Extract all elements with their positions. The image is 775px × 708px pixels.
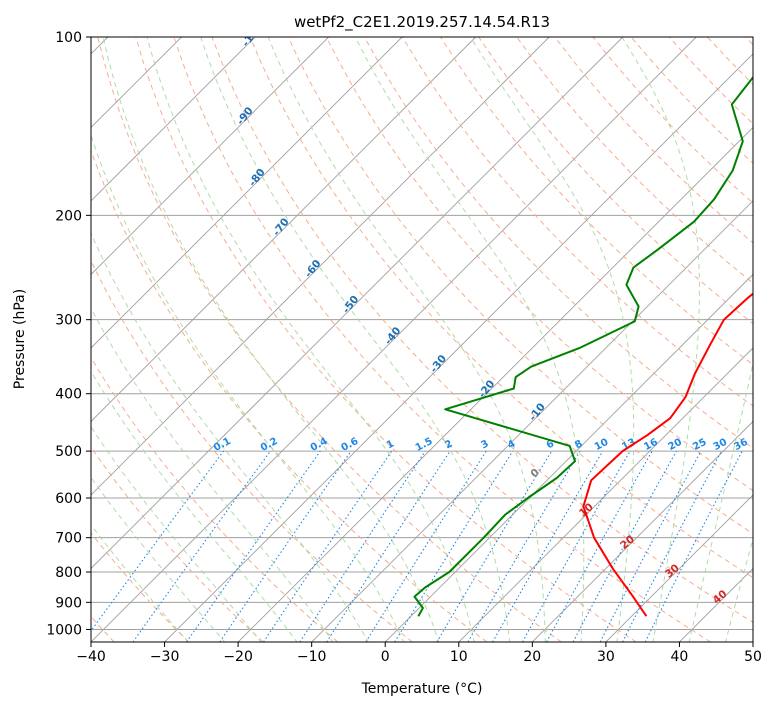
- y-tick-label: 300: [55, 313, 82, 329]
- plot-frame: [90, 36, 754, 643]
- mixing-ratio-line: [394, 450, 514, 642]
- mixing-ratio-label: 1: [385, 438, 396, 451]
- dry-adiabat: [91, 259, 413, 642]
- x-tick-label: −10: [297, 649, 327, 665]
- isotherm-line: [91, 37, 403, 349]
- dry-adiabat: [440, 37, 753, 366]
- moist-adiabat: [267, 37, 546, 642]
- profiles: [413, 75, 753, 617]
- y-tick-label: 100: [55, 30, 82, 46]
- mixing-ratio-line: [572, 450, 677, 642]
- moist-adiabat: [91, 425, 262, 642]
- y-tick-label: 1000: [46, 622, 82, 638]
- y-tick-label: 700: [55, 531, 82, 547]
- x-tick-label: 40: [670, 649, 688, 665]
- isotherm-line: [91, 37, 550, 496]
- isotherm-line: [91, 37, 624, 570]
- x-tick-label: −30: [150, 649, 180, 665]
- moist-adiabat: [470, 37, 635, 642]
- mixing-ratio-line: [365, 450, 487, 642]
- y-tick-label: 400: [55, 387, 82, 403]
- dry-adiabat: [91, 532, 189, 642]
- chart-title: wetPf2_C2E1.2019.257.14.54.R13: [294, 13, 550, 32]
- dry-adiabat: [287, 37, 753, 535]
- y-tick-label: 800: [55, 565, 82, 581]
- dry-adiabat: [91, 446, 264, 642]
- mixing-ratio-line: [91, 450, 225, 632]
- moist-adiabat: [91, 476, 226, 642]
- background-lines: [91, 37, 753, 642]
- temperature-profile: [582, 292, 753, 617]
- isotherm-line: [91, 37, 329, 276]
- dry-adiabat: [325, 37, 753, 492]
- isotherm-line: [91, 37, 477, 423]
- moist-adiabat: [91, 133, 405, 642]
- x-tick-label: −20: [223, 649, 253, 665]
- dry-adiabat: [516, 37, 753, 284]
- mixing-ratio-line: [522, 450, 631, 642]
- y-tick-label: 500: [55, 444, 82, 460]
- dry-adiabat: [135, 37, 637, 642]
- moist-adiabat: [91, 370, 298, 642]
- x-axis: −40 −30 −20 −10 0 10 20 30 40 50: [76, 642, 762, 665]
- mixing-ratio-label: 4: [506, 438, 517, 451]
- dry-adiabat: [173, 37, 711, 642]
- mixing-ratio-line: [132, 450, 271, 642]
- isotherm-line: [458, 347, 753, 642]
- x-tick-label: 20: [523, 649, 541, 665]
- isotherm-line: [384, 273, 753, 642]
- moist-adiabat: [146, 37, 475, 642]
- isotherm-line: [605, 494, 753, 642]
- mixing-ratio-line: [644, 450, 743, 642]
- x-axis-label: Temperature (°C): [361, 681, 483, 697]
- x-tick-label: 30: [597, 649, 615, 665]
- x-tick-label: 0: [381, 649, 390, 665]
- moist-adiabat: [621, 37, 700, 642]
- dry-adiabat: [211, 37, 753, 623]
- mixing-ratio-label: 6: [545, 438, 556, 451]
- y-axis-label: Pressure (hPa): [12, 289, 28, 389]
- moist-adiabat: [91, 231, 369, 642]
- mixing-ratio-line: [219, 450, 352, 642]
- dry-adiabat: [249, 37, 753, 579]
- moist-adiabat: [102, 37, 440, 642]
- y-tick-label: 900: [55, 595, 82, 611]
- x-tick-label: −40: [76, 649, 106, 665]
- x-tick-label: 50: [744, 649, 762, 665]
- mixing-ratio-label: 3: [479, 438, 490, 451]
- dry-adiabat: [97, 37, 562, 642]
- y-tick-label: 200: [55, 208, 82, 224]
- dry-adiabat: [91, 149, 488, 642]
- mixing-ratio-line: [263, 450, 393, 642]
- mixing-ratio-line: [326, 450, 451, 642]
- dewpoint-profile: [413, 75, 753, 617]
- isotherm-line: [164, 53, 753, 642]
- y-tick-label: 600: [55, 491, 82, 507]
- isotherm-line: [91, 37, 697, 642]
- isotherm-line: [531, 420, 753, 642]
- mixing-ratio-line: [186, 450, 321, 642]
- dry-adiabat: [402, 37, 753, 407]
- mixing-ratio-label: 8: [573, 438, 584, 451]
- moist-adiabat: [91, 524, 189, 642]
- x-tick-label: 10: [450, 649, 468, 665]
- isotherm-line: [91, 37, 256, 202]
- mixing-ratio-line: [546, 450, 653, 642]
- dry-adiabat: [91, 356, 339, 642]
- mixing-ratio-label: 2: [443, 438, 454, 451]
- mixing-ratio-line: [299, 450, 426, 642]
- y-axis: 100 200 300 400 500 600 700 800 900 1000: [46, 30, 91, 638]
